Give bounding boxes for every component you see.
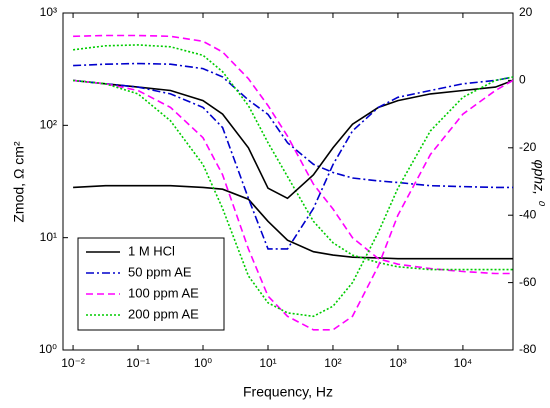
x-tick-label: 10³ <box>389 356 406 370</box>
legend-label: 50 ppm AE <box>128 264 192 279</box>
y-axis-label: Zmod, Ω cm² <box>11 141 27 223</box>
series-line <box>73 79 514 331</box>
y2-tick-label: -80 <box>519 342 537 356</box>
legend-label: 200 ppm AE <box>128 306 199 321</box>
y2-axis-label: φphz, ⁰ <box>531 159 547 206</box>
x-tick-label: 10² <box>324 356 341 370</box>
y2-tick-label: -40 <box>519 207 537 221</box>
y2-tick-label: 20 <box>519 5 533 19</box>
y-tick-label: 10⁰ <box>39 342 57 356</box>
plot-frame <box>62 12 514 351</box>
legend-label: 1 M HCl <box>128 243 175 258</box>
x-tick-label: 10⁰ <box>194 356 212 370</box>
series-line <box>73 76 514 318</box>
x-tick-label: 10¹ <box>259 356 276 370</box>
y-tick-label: 10¹ <box>40 230 57 244</box>
y-tick-label: 10² <box>40 118 57 132</box>
legend-label: 100 ppm AE <box>128 285 199 300</box>
y2-tick-label: -60 <box>519 275 537 289</box>
x-tick-label: 10⁴ <box>454 356 473 370</box>
series-line <box>73 62 513 189</box>
series-line <box>73 184 513 260</box>
x-axis-label: Frequency, Hz <box>243 384 333 400</box>
y-tick-label: 10³ <box>40 5 57 19</box>
x-tick-label: 10⁻¹ <box>126 356 150 370</box>
series-line <box>73 34 513 275</box>
series-line <box>73 44 513 271</box>
y2-tick-label: -20 <box>519 140 537 154</box>
x-tick-label: 10⁻² <box>61 356 85 370</box>
y2-tick-label: 0 <box>519 73 526 87</box>
series-line <box>73 76 514 250</box>
series-line <box>73 79 514 200</box>
